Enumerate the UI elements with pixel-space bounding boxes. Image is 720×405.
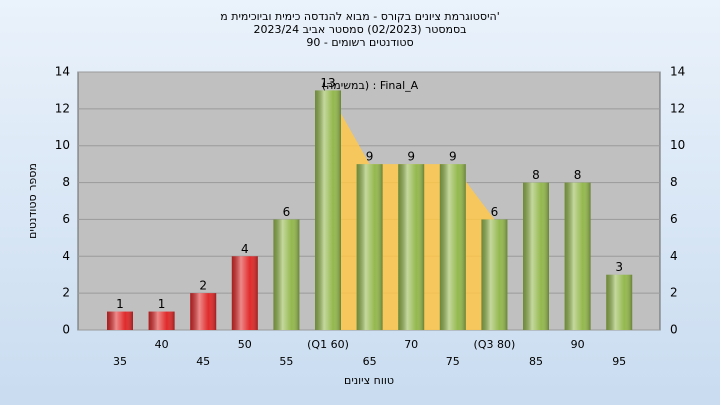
- y-tick-label: 10: [55, 138, 70, 152]
- x-tick-label: (Q3 80): [474, 338, 516, 351]
- bar-shine: [481, 219, 508, 330]
- x-tick-label: 40: [155, 338, 169, 351]
- x-tick-label: 90: [571, 338, 585, 351]
- y2-tick-label: 12: [670, 101, 685, 115]
- value-label: 13: [320, 76, 335, 90]
- value-label: 2: [199, 279, 207, 293]
- y-tick-label: 0: [62, 323, 70, 337]
- x-tick-label: 45: [196, 355, 210, 368]
- x-tick-label: 85: [529, 355, 543, 368]
- x-tick-label: 65: [363, 355, 377, 368]
- value-label: 1: [116, 297, 124, 311]
- bar-shine: [190, 293, 217, 330]
- x-axis-title: טווח ציונים: [344, 374, 394, 387]
- y2-tick-label: 2: [670, 286, 678, 300]
- y2-tick-label: 4: [670, 249, 678, 263]
- y-axis-title: מספר סטודנטים: [26, 163, 39, 239]
- y-tick-label: 2: [62, 286, 70, 300]
- y-tick-label: 6: [62, 212, 70, 226]
- x-tick-label: 50: [238, 338, 252, 351]
- x-tick-label: (Q1 60): [307, 338, 349, 351]
- title-line: היסטוגרמת ציונים בקורס - מבוא להנדסה כימ…: [220, 10, 500, 23]
- y2-tick-label: 0: [670, 323, 678, 337]
- bar-shine: [564, 182, 591, 330]
- value-label: 8: [574, 168, 582, 182]
- y2-tick-label: 10: [670, 138, 685, 152]
- bar-shine: [107, 311, 133, 330]
- y-tick-label: 14: [55, 65, 70, 79]
- bar-shine: [398, 164, 425, 330]
- value-label: 8: [532, 168, 540, 182]
- y2-tick-label: 8: [670, 175, 678, 189]
- value-label: 4: [241, 242, 249, 256]
- x-tick-label: 55: [279, 355, 293, 368]
- bar-shine: [356, 164, 383, 330]
- y-tick-label: 4: [62, 249, 70, 263]
- y2-tick-label: 14: [670, 65, 685, 79]
- y2-tick-label: 6: [670, 212, 678, 226]
- value-label: 6: [491, 205, 499, 219]
- value-label: 9: [449, 150, 457, 164]
- value-label: 1: [158, 297, 166, 311]
- x-tick-label: 70: [404, 338, 418, 351]
- bar-shine: [273, 219, 300, 330]
- bar-shine: [606, 274, 633, 330]
- legend: (במשימה) : Final_A: [322, 79, 419, 92]
- x-tick-label: 95: [612, 355, 626, 368]
- title-line: בסמסטר (02/2023) סמסטר אביב 2023/24: [253, 23, 466, 36]
- value-label: 3: [615, 260, 623, 274]
- x-tick-label: 35: [113, 355, 127, 368]
- bar-shine: [315, 90, 341, 330]
- y-tick-label: 12: [55, 101, 70, 115]
- bar-shine: [148, 311, 175, 330]
- bar-shine: [439, 164, 466, 330]
- title-line: 90 - סטודנטים רשומים: [306, 36, 413, 49]
- value-label: 6: [283, 205, 291, 219]
- value-label: 9: [407, 150, 415, 164]
- x-tick-label: 75: [446, 355, 460, 368]
- bar-shine: [231, 256, 258, 330]
- bar-shine: [523, 182, 549, 330]
- y-tick-label: 8: [62, 175, 70, 189]
- value-label: 9: [366, 150, 374, 164]
